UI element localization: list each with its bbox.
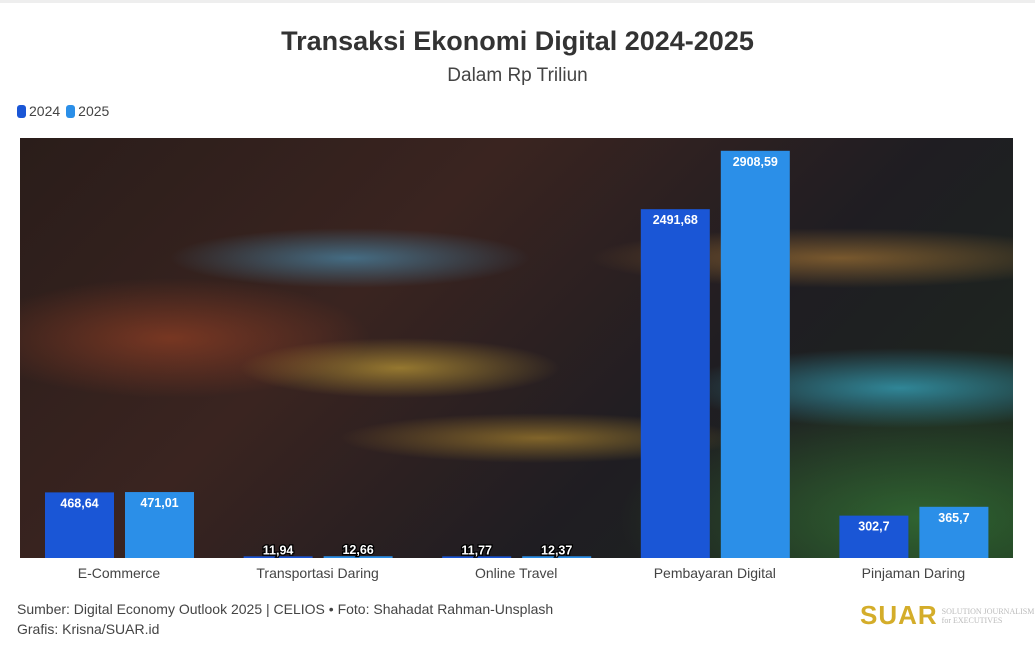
legend-swatch-2025	[66, 105, 76, 118]
legend-item-2024[interactable]: 2024	[17, 103, 60, 119]
x-tick-label: E-Commerce	[77, 565, 161, 581]
chart-subtitle: Dalam Rp Triliun	[447, 65, 588, 86]
tagline-1: SOLUTION JOURNALISM	[941, 606, 1035, 616]
data-label: 11,94	[263, 543, 294, 557]
bars-svg: 468,64 471,01 11,94 12,66 11,77 12,37 2491,68 2…	[45, 150, 989, 558]
bar-2024[interactable]	[45, 492, 114, 558]
data-label: 471,01	[140, 496, 178, 510]
credit-text: Grafis: Krisna/SUAR.id	[17, 621, 160, 637]
bar-2024[interactable]	[839, 515, 909, 558]
legend-label: 2025	[78, 103, 110, 119]
data-label: 11,77	[461, 543, 492, 557]
bar-2024[interactable]	[243, 556, 313, 558]
x-tick-label: Online Travel	[474, 565, 558, 581]
bar-2025[interactable]	[323, 556, 393, 558]
data-label: 302,7	[858, 520, 889, 534]
x-tick-label: Pinjaman Daring	[861, 565, 966, 581]
plot-area: 468,64 471,01 11,94 12,66 11,77 12,37 2491,68 2…	[20, 138, 1013, 558]
legend-swatch-2024	[17, 105, 26, 118]
tagline-2: for EXECUTIVES	[941, 615, 1003, 625]
data-label: 2908,59	[733, 155, 778, 169]
legend-label: 2024	[29, 103, 61, 119]
suar-logo: SUAR SOLUTION JOURNALISM for EXECUTIVES	[860, 600, 1034, 631]
data-label: 2491,68	[653, 213, 698, 227]
logo-text: SUAR	[860, 600, 938, 630]
top-divider	[0, 0, 1035, 3]
bar-2025[interactable]	[125, 492, 194, 558]
bar-2024[interactable]	[640, 209, 710, 558]
source-text: Sumber: Digital Economy Outlook 2025 | C…	[17, 601, 554, 617]
bar-2025[interactable]	[919, 506, 989, 558]
data-label: 365,7	[938, 511, 969, 525]
data-label: 468,64	[60, 496, 98, 510]
bar-2025[interactable]	[522, 556, 592, 558]
x-tick-label: Transportasi Daring	[256, 565, 379, 581]
data-label: 12,37	[541, 543, 572, 557]
data-label: 12,66	[342, 543, 373, 557]
chart-title: Transaksi Ekonomi Digital 2024-2025	[281, 26, 754, 56]
legend-item-2025[interactable]: 2025	[66, 103, 109, 119]
source-note: Sumber: Digital Economy Outlook 2025 | C…	[17, 599, 553, 639]
legend: 2024 2025	[17, 103, 109, 119]
bar-2024[interactable]	[442, 556, 512, 558]
bar-2025[interactable]	[720, 150, 790, 558]
logo-tagline: SOLUTION JOURNALISM for EXECUTIVES	[942, 607, 1035, 625]
x-tick-label: Pembayaran Digital	[653, 565, 776, 581]
